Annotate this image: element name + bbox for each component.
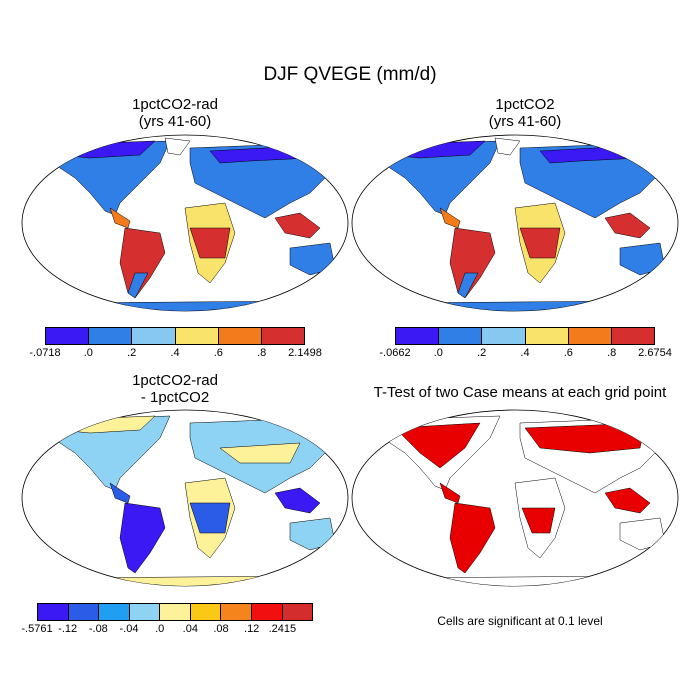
colorbar-swatch-1 xyxy=(439,328,483,344)
colorbar-tick-label: .0 xyxy=(433,347,443,359)
colorbar-swatch-2 xyxy=(482,328,526,344)
panel1-title-line2: (yrs 41-60) xyxy=(138,113,212,130)
colorbar-tick-label: -.0662 xyxy=(379,347,411,359)
colorbar-tick-label: .4 xyxy=(520,347,530,359)
panel3-title: 1pctCO2-rad - 1pctCO2 xyxy=(20,372,330,406)
colorbar-tick-label: -.08 xyxy=(88,623,108,635)
colorbar-tick-label: .2415 xyxy=(268,623,297,635)
colorbar-swatch-4 xyxy=(218,328,262,344)
colorbar-swatch-7 xyxy=(251,604,283,620)
colorbar-tick-label: .12 xyxy=(244,623,260,635)
colorbar-tick-label: .8 xyxy=(257,347,267,359)
colorbar-swatch-2 xyxy=(99,604,130,620)
panel3-title-line2: - 1pctCO2 xyxy=(140,389,210,406)
colorbar-tick-label: -.0718 xyxy=(29,347,61,359)
colorbar-swatch-1 xyxy=(89,328,133,344)
colorbar-tick-label: .0 xyxy=(83,347,93,359)
colorbar-swatch-5 xyxy=(611,328,655,344)
colorbar-tick-label: .4 xyxy=(170,347,180,359)
colorbar-tick-label: -.04 xyxy=(119,623,139,635)
colorbar-tick-label: .0 xyxy=(155,623,165,635)
map-panel3 xyxy=(21,409,349,587)
panel1-title-line1: 1pctCO2-rad xyxy=(132,96,218,113)
colorbar-swatch-0 xyxy=(46,328,90,344)
colorbar-swatch-6 xyxy=(221,604,252,620)
significance-note: Cells are significant at 0.1 level xyxy=(437,614,603,628)
panel2-title-line2: (yrs 41-60) xyxy=(488,113,562,130)
colorbar-tick-label: .08 xyxy=(213,623,229,635)
map-panel1 xyxy=(21,134,349,312)
colorbar-swatch-5 xyxy=(190,604,222,620)
panel1-title: 1pctCO2-rad (yrs 41-60) xyxy=(20,96,330,130)
colorbar-swatch-4 xyxy=(568,328,612,344)
colorbar-tick-label: .2 xyxy=(477,347,487,359)
panel4-title-line1: T-Test of two Case means at each grid po… xyxy=(373,384,667,401)
map-panel4 xyxy=(351,409,679,587)
figure-title: DJF QVEGE (mm/d) xyxy=(263,64,437,85)
panel3-title-line1: 1pctCO2-rad xyxy=(132,372,218,389)
colorbar-tick-label: .6 xyxy=(563,347,573,359)
colorbar-tick-label: -.5761 xyxy=(21,623,53,635)
colorbar-swatch-2 xyxy=(132,328,176,344)
panel2-title-line1: 1pctCO2 xyxy=(495,96,555,113)
colorbar-swatch-0 xyxy=(396,328,440,344)
colorbar-tick-label: .6 xyxy=(213,347,223,359)
colorbar-swatch-3 xyxy=(175,328,219,344)
colorbar-tick-label: 2.1498 xyxy=(288,347,322,359)
colorbar-swatch-1 xyxy=(68,604,100,620)
panel4-title: T-Test of two Case means at each grid po… xyxy=(350,384,690,401)
colorbar-swatch-5 xyxy=(261,328,305,344)
colorbar-panel2 xyxy=(395,327,655,345)
colorbar-panel1 xyxy=(45,327,305,345)
map-panel2 xyxy=(351,134,679,312)
colorbar-tick-label: -.12 xyxy=(58,623,78,635)
colorbar-swatch-3 xyxy=(525,328,569,344)
colorbar-tick-label: .04 xyxy=(182,623,198,635)
colorbar-tick-label: .2 xyxy=(127,347,137,359)
panel2-title: 1pctCO2 (yrs 41-60) xyxy=(370,96,680,130)
colorbar-swatch-0 xyxy=(38,604,69,620)
colorbar-panel3 xyxy=(37,603,313,621)
colorbar-tick-label: 2.6754 xyxy=(638,347,672,359)
colorbar-swatch-4 xyxy=(160,604,191,620)
colorbar-tick-label: .8 xyxy=(607,347,617,359)
colorbar-swatch-3 xyxy=(129,604,161,620)
colorbar-swatch-8 xyxy=(282,604,313,620)
